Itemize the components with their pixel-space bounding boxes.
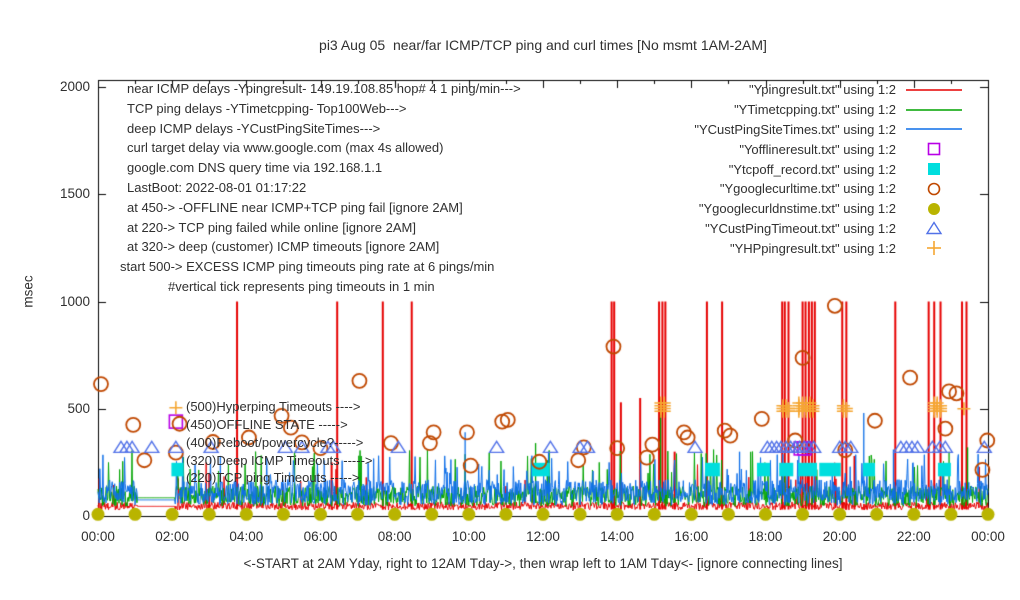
y-tick-2000: 2000 (59, 79, 90, 94)
x-tick-1400: 14:00 (600, 529, 635, 544)
x-tick-2000: 20:00 (822, 529, 857, 544)
legend-label: "Ygooglecurltime.txt" using 1:2 (719, 181, 896, 197)
legend-label: "YHPpingresult.txt" using 1:2 (729, 240, 896, 256)
info-line-at320: at 320-> deep (customer) ICMP timeouts [… (127, 239, 440, 255)
y-axis-label: msec (20, 275, 36, 308)
info-line-start500: start 500-> EXCESS ICMP ping timeouts pi… (120, 259, 495, 275)
legend-row-yhppingresult: "YHPpingresult.txt" using 1:2 (556, 238, 972, 258)
x-tick-1600: 16:00 (674, 529, 709, 544)
legend-row-ytimetcpping: "YTimetcpping.txt" using 1:2 (556, 100, 972, 120)
blue-line-sample-icon (896, 122, 972, 136)
legend-row-ycustpingsitetimes: "YCustPingSiteTimes.txt" using 1:2 (556, 120, 972, 140)
x-tick-0200: 02:00 (155, 529, 190, 544)
info-line-dns-query: google.com DNS query time via 192.168.1.… (127, 160, 383, 176)
filled-circle-icon (896, 201, 972, 217)
x-tick-2200: 22:00 (896, 529, 931, 544)
level-label-500-hyperping: (500)Hyperping Timeouts ----> (186, 399, 361, 414)
info-line-at220: at 220-> TCP ping failed while online [i… (127, 219, 416, 235)
red-line-sample-icon (896, 83, 972, 97)
level-label-220-tcp-ping: (220)TCP ping Timeouts -----> (186, 470, 360, 485)
legend-row-ygooglecurldnstime: "Ygooglecurldnstime.txt" using 1:2 (556, 199, 972, 219)
level-label-400-reboot: (400)Reboot/powercycle?-----> (186, 435, 364, 450)
legend-label: "YCustPingTimeout.txt" using 1:2 (705, 220, 896, 236)
legend-label: "Ygooglecurldnstime.txt" using 1:2 (698, 201, 896, 217)
plus-icon (896, 240, 972, 256)
open-triangle-icon (896, 220, 972, 236)
x-tick-0600: 06:00 (303, 529, 338, 544)
chart-title: pi3 Aug 05 near/far ICMP/TCP ping and cu… (319, 37, 767, 53)
legend: "Ypingresult.txt" using 1:2 "YTimetcppin… (556, 80, 972, 258)
x-tick-0000b: 00:00 (971, 529, 1005, 544)
x-tick-1800: 18:00 (748, 529, 783, 544)
level-label-450-offline: (450)OFFLINE STATE -----> (186, 417, 348, 432)
green-line-sample-icon (896, 103, 972, 117)
info-line-at450: at 450-> -OFFLINE near ICMP+TCP ping fai… (127, 199, 463, 215)
x-tick-0000a: 00:00 (81, 529, 115, 544)
y-tick-500: 500 (67, 400, 90, 416)
y-tick-0: 0 (82, 508, 90, 523)
open-square-icon (896, 141, 972, 157)
level-label-320-deep-icmp: (320)Deep ICMP Timeouts -----> (186, 453, 373, 468)
x-tick-0400: 04:00 (229, 529, 264, 544)
legend-label: "Yofflineresult.txt" using 1:2 (739, 141, 896, 157)
legend-row-ypingresult: "Ypingresult.txt" using 1:2 (556, 80, 972, 100)
info-line-deep-icmp: deep ICMP delays -YCustPingSiteTimes---> (127, 120, 381, 136)
info-line-near-icmp: near ICMP delays -Ypingresult- 149.19.10… (127, 81, 521, 96)
legend-row-yofflineresult: "Yofflineresult.txt" using 1:2 (556, 139, 972, 159)
y-tick-1500: 1500 (59, 186, 90, 202)
legend-row-ycustpingtimeout: "YCustPingTimeout.txt" using 1:2 (556, 219, 972, 239)
legend-label: "Ytcpoff_record.txt" using 1:2 (728, 161, 896, 177)
info-line-lastboot: LastBoot: 2022-08-01 01:17:22 (127, 180, 307, 195)
legend-label: "YTimetcpping.txt" using 1:2 (734, 102, 896, 118)
legend-row-ygooglecurltime: "Ygooglecurltime.txt" using 1:2 (556, 179, 972, 199)
x-axis-label: <-START at 2AM Yday, right to 12AM Tday-… (243, 556, 843, 571)
info-line-vertical-tick: #vertical tick represents ping timeouts … (168, 279, 435, 294)
legend-row-ytcpoff-record: "Ytcpoff_record.txt" using 1:2 (556, 159, 972, 179)
legend-label: "Ypingresult.txt" using 1:2 (748, 82, 896, 98)
x-tick-0800: 08:00 (377, 529, 412, 544)
info-line-curl-target: curl target delay via www.google.com (ma… (127, 140, 444, 156)
filled-square-icon (896, 161, 972, 177)
open-circle-icon (896, 181, 972, 197)
x-tick-1200: 12:00 (526, 529, 560, 544)
y-tick-1000: 1000 (59, 293, 90, 309)
info-line-tcp-ping: TCP ping delays -YTimetcpping- Top100Web… (127, 100, 407, 116)
x-tick-1000: 10:00 (451, 529, 486, 544)
legend-label: "YCustPingSiteTimes.txt" using 1:2 (694, 121, 896, 137)
